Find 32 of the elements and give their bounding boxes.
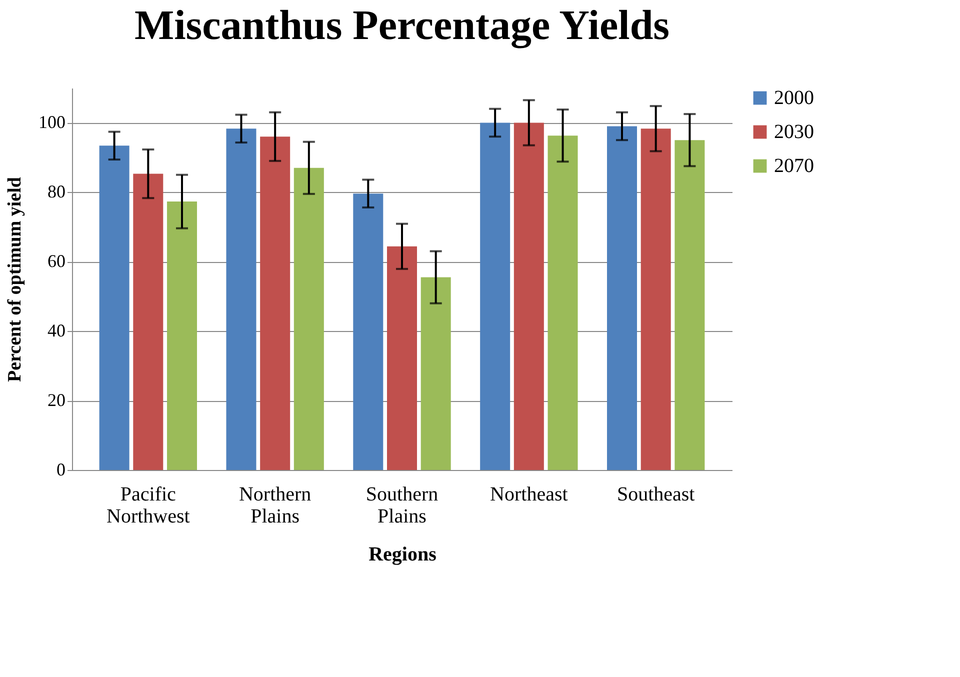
bar — [548, 136, 578, 470]
x-tick-label: Southern Plains — [366, 484, 438, 528]
bar — [480, 122, 510, 470]
bar — [607, 126, 637, 470]
y-tick-label: 80 — [48, 182, 66, 202]
bar — [674, 140, 705, 470]
bar — [226, 128, 256, 470]
y-tick-label: 0 — [56, 460, 66, 480]
bar — [640, 128, 671, 470]
x-tick-label: Northeast — [490, 484, 568, 506]
y-tick-label: 40 — [48, 320, 66, 341]
y-tick-label: 100 — [38, 112, 66, 132]
chart-title: Miscanthus Percentage Yields — [134, 3, 670, 49]
y-tick-label: 60 — [48, 251, 66, 272]
bar — [420, 277, 451, 470]
bar — [353, 194, 384, 470]
x-tick-label: Northern Plains — [238, 484, 312, 528]
legend-label: 2000 — [774, 87, 814, 109]
legend-label: 2070 — [774, 155, 814, 177]
x-tick-label: Pacific Northwest — [106, 484, 190, 528]
x-tick-label: Southeast — [616, 484, 696, 506]
y-axis-title: Percent of optimum yield — [4, 176, 26, 382]
y-tick-label: 20 — [48, 390, 66, 410]
bar — [133, 174, 164, 470]
x-axis-title: Regions — [368, 544, 437, 566]
legend-label: 2030 — [774, 121, 814, 143]
bar — [514, 122, 544, 470]
bar — [167, 202, 197, 470]
bar — [294, 168, 324, 470]
bar — [260, 136, 290, 470]
bar — [387, 246, 417, 470]
bar — [99, 146, 130, 470]
